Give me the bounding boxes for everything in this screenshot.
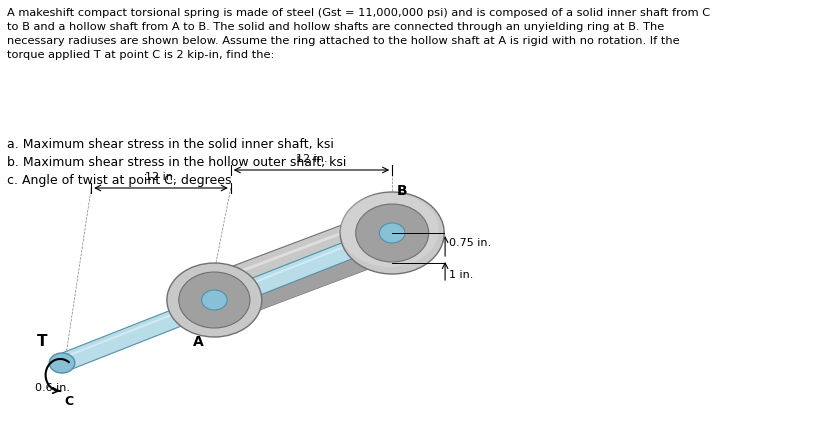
- Text: 1 in.: 1 in.: [449, 270, 473, 280]
- Text: T: T: [37, 333, 47, 349]
- Ellipse shape: [201, 290, 227, 310]
- Text: B: B: [397, 184, 408, 198]
- Text: 0.75 in.: 0.75 in.: [449, 238, 491, 248]
- Text: 12 in.: 12 in.: [296, 154, 327, 164]
- Ellipse shape: [167, 263, 261, 337]
- Text: a. Maximum shear stress in the solid inner shaft, ksi: a. Maximum shear stress in the solid inn…: [7, 138, 335, 151]
- Text: C: C: [65, 395, 74, 408]
- Ellipse shape: [340, 192, 444, 274]
- Ellipse shape: [49, 353, 75, 373]
- Ellipse shape: [356, 204, 429, 262]
- Polygon shape: [215, 241, 392, 327]
- Text: A makeshift compact torsional spring is made of steel (Gst = 11,000,000 psi) and: A makeshift compact torsional spring is …: [7, 8, 710, 60]
- Ellipse shape: [380, 223, 405, 243]
- Polygon shape: [62, 223, 392, 373]
- Text: 12 in.: 12 in.: [145, 172, 177, 182]
- Text: b. Maximum shear stress in the hollow outer shaft, ksi: b. Maximum shear stress in the hollow ou…: [7, 156, 347, 169]
- Ellipse shape: [178, 272, 250, 328]
- Text: A: A: [192, 335, 203, 349]
- Ellipse shape: [340, 193, 439, 267]
- Polygon shape: [215, 206, 392, 327]
- Text: 0.6 in.: 0.6 in.: [35, 383, 71, 393]
- Text: c. Angle of twist at point C, degrees: c. Angle of twist at point C, degrees: [7, 174, 232, 187]
